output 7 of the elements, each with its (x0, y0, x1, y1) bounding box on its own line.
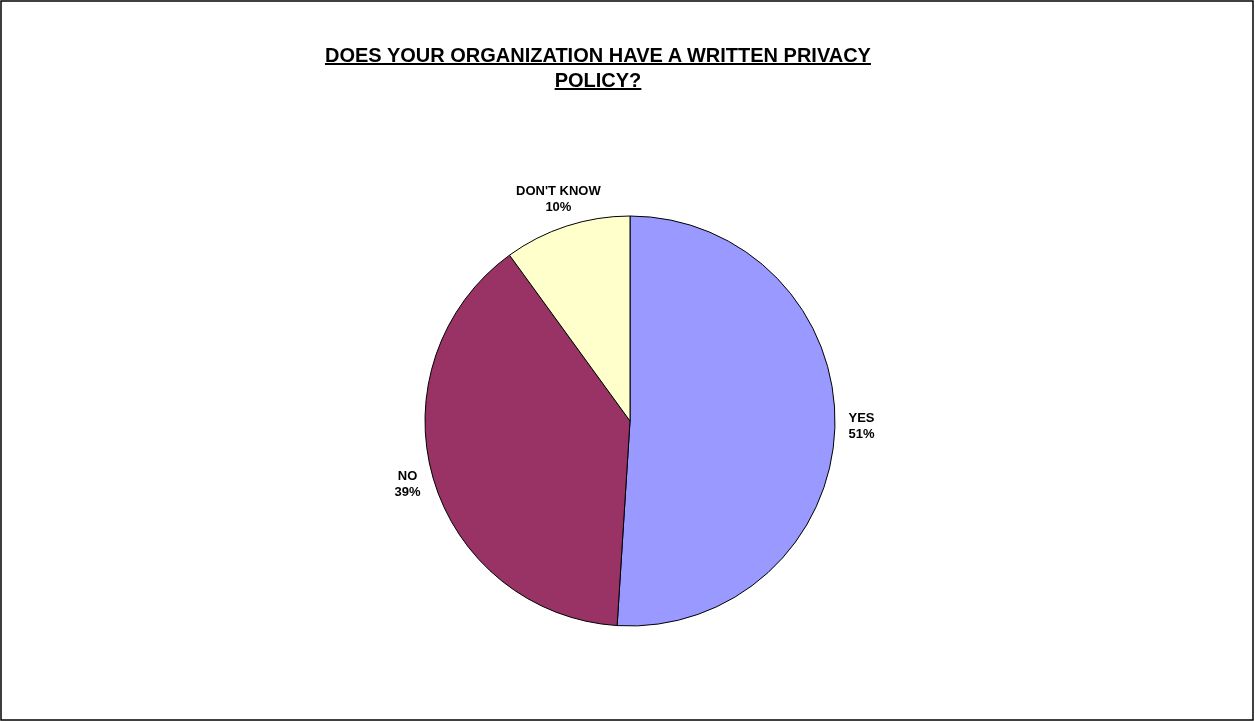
data-label: 51% (848, 426, 875, 442)
data-label: 10% (545, 198, 572, 214)
slice-label: YES (848, 410, 875, 426)
chart-title: DOES YOUR ORGANIZATION HAVE A WRITTEN PRIVACY POLICY? (325, 44, 872, 91)
data-label: 39% (394, 483, 421, 499)
slice-label: DON'T KNOW (516, 182, 602, 198)
slice-label: NO (397, 467, 418, 483)
